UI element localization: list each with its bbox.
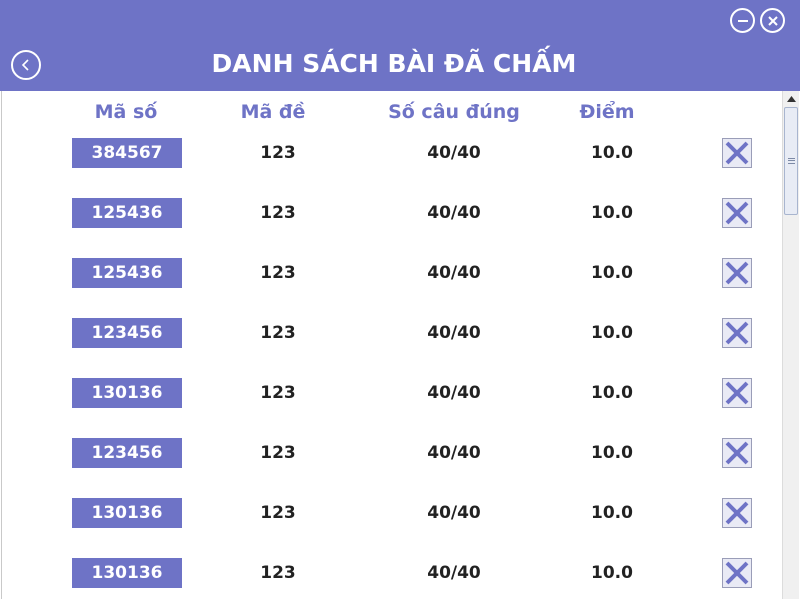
delete-row-button[interactable] — [722, 438, 752, 468]
exam-code-cell: 123 — [260, 503, 296, 523]
table-row: 130136 123 40/40 10.0 — [2, 378, 782, 410]
correct-count-cell: 40/40 — [427, 443, 481, 463]
table-row: 384567 123 40/40 10.0 — [2, 138, 782, 170]
header-correct-count: Số câu đúng — [388, 101, 520, 123]
delete-row-button[interactable] — [722, 558, 752, 588]
correct-count-cell: 40/40 — [427, 563, 481, 583]
scroll-up-button[interactable] — [783, 91, 799, 107]
table-row: 125436 123 40/40 10.0 — [2, 198, 782, 230]
student-id-badge[interactable]: 125436 — [72, 198, 182, 228]
student-id-badge[interactable]: 123456 — [72, 318, 182, 348]
delete-x-icon — [725, 561, 749, 585]
student-id-badge[interactable]: 130136 — [72, 378, 182, 408]
correct-count-cell: 40/40 — [427, 143, 481, 163]
student-id-badge[interactable]: 130136 — [72, 558, 182, 588]
correct-count-cell: 40/40 — [427, 383, 481, 403]
correct-count-cell: 40/40 — [427, 203, 481, 223]
student-id-badge[interactable]: 130136 — [72, 498, 182, 528]
delete-row-button[interactable] — [722, 498, 752, 528]
delete-row-button[interactable] — [722, 378, 752, 408]
student-id-badge[interactable]: 384567 — [72, 138, 182, 168]
delete-row-button[interactable] — [722, 258, 752, 288]
table-row: 123456 123 40/40 10.0 — [2, 438, 782, 470]
delete-row-button[interactable] — [722, 198, 752, 228]
exam-code-cell: 123 — [260, 203, 296, 223]
delete-row-button[interactable] — [722, 318, 752, 348]
delete-x-icon — [725, 321, 749, 345]
page-title: DANH SÁCH BÀI ĐÃ CHẤM — [211, 49, 577, 78]
table-row: 123456 123 40/40 10.0 — [2, 318, 782, 350]
exam-code-cell: 123 — [260, 263, 296, 283]
table-row: 130136 123 40/40 10.0 — [2, 558, 782, 590]
score-cell: 10.0 — [591, 383, 633, 403]
correct-count-cell: 40/40 — [427, 323, 481, 343]
close-icon — [767, 15, 778, 26]
delete-x-icon — [725, 381, 749, 405]
delete-x-icon — [725, 501, 749, 525]
student-id-badge[interactable]: 123456 — [72, 438, 182, 468]
student-id-badge[interactable]: 125436 — [72, 258, 182, 288]
delete-x-icon — [725, 201, 749, 225]
grip-icon — [788, 158, 795, 164]
delete-row-button[interactable] — [722, 138, 752, 168]
exam-code-cell: 123 — [260, 443, 296, 463]
score-cell: 10.0 — [591, 143, 633, 163]
correct-count-cell: 40/40 — [427, 503, 481, 523]
score-cell: 10.0 — [591, 323, 633, 343]
scroll-thumb[interactable] — [784, 107, 798, 215]
table-row: 130136 123 40/40 10.0 — [2, 498, 782, 530]
correct-count-cell: 40/40 — [427, 263, 481, 283]
exam-code-cell: 123 — [260, 323, 296, 343]
delete-x-icon — [725, 261, 749, 285]
scroll-down-button[interactable] — [783, 587, 799, 599]
score-cell: 10.0 — [591, 563, 633, 583]
header-exam-code: Mã đề — [240, 101, 306, 123]
minimize-button[interactable] — [730, 8, 755, 33]
score-cell: 10.0 — [591, 263, 633, 283]
arrow-up-icon — [786, 96, 796, 102]
close-button[interactable] — [760, 8, 785, 33]
exam-code-cell: 123 — [260, 563, 296, 583]
score-cell: 10.0 — [591, 503, 633, 523]
minimize-icon — [737, 19, 748, 22]
score-cell: 10.0 — [591, 443, 633, 463]
back-icon — [21, 59, 29, 71]
exam-code-cell: 123 — [260, 143, 296, 163]
delete-x-icon — [725, 441, 749, 465]
exam-code-cell: 123 — [260, 383, 296, 403]
score-cell: 10.0 — [591, 203, 633, 223]
header-student-id: Mã số — [94, 101, 158, 123]
header-score: Điểm — [579, 101, 635, 123]
graded-list-panel: Mã số Mã đề Số câu đúng Điểm 384567 123 … — [1, 91, 782, 599]
back-button[interactable] — [11, 50, 41, 80]
title-bar: DANH SÁCH BÀI ĐÃ CHẤM — [0, 0, 800, 91]
delete-x-icon — [725, 141, 749, 165]
vertical-scrollbar[interactable] — [782, 91, 799, 599]
table-row: 125436 123 40/40 10.0 — [2, 258, 782, 290]
